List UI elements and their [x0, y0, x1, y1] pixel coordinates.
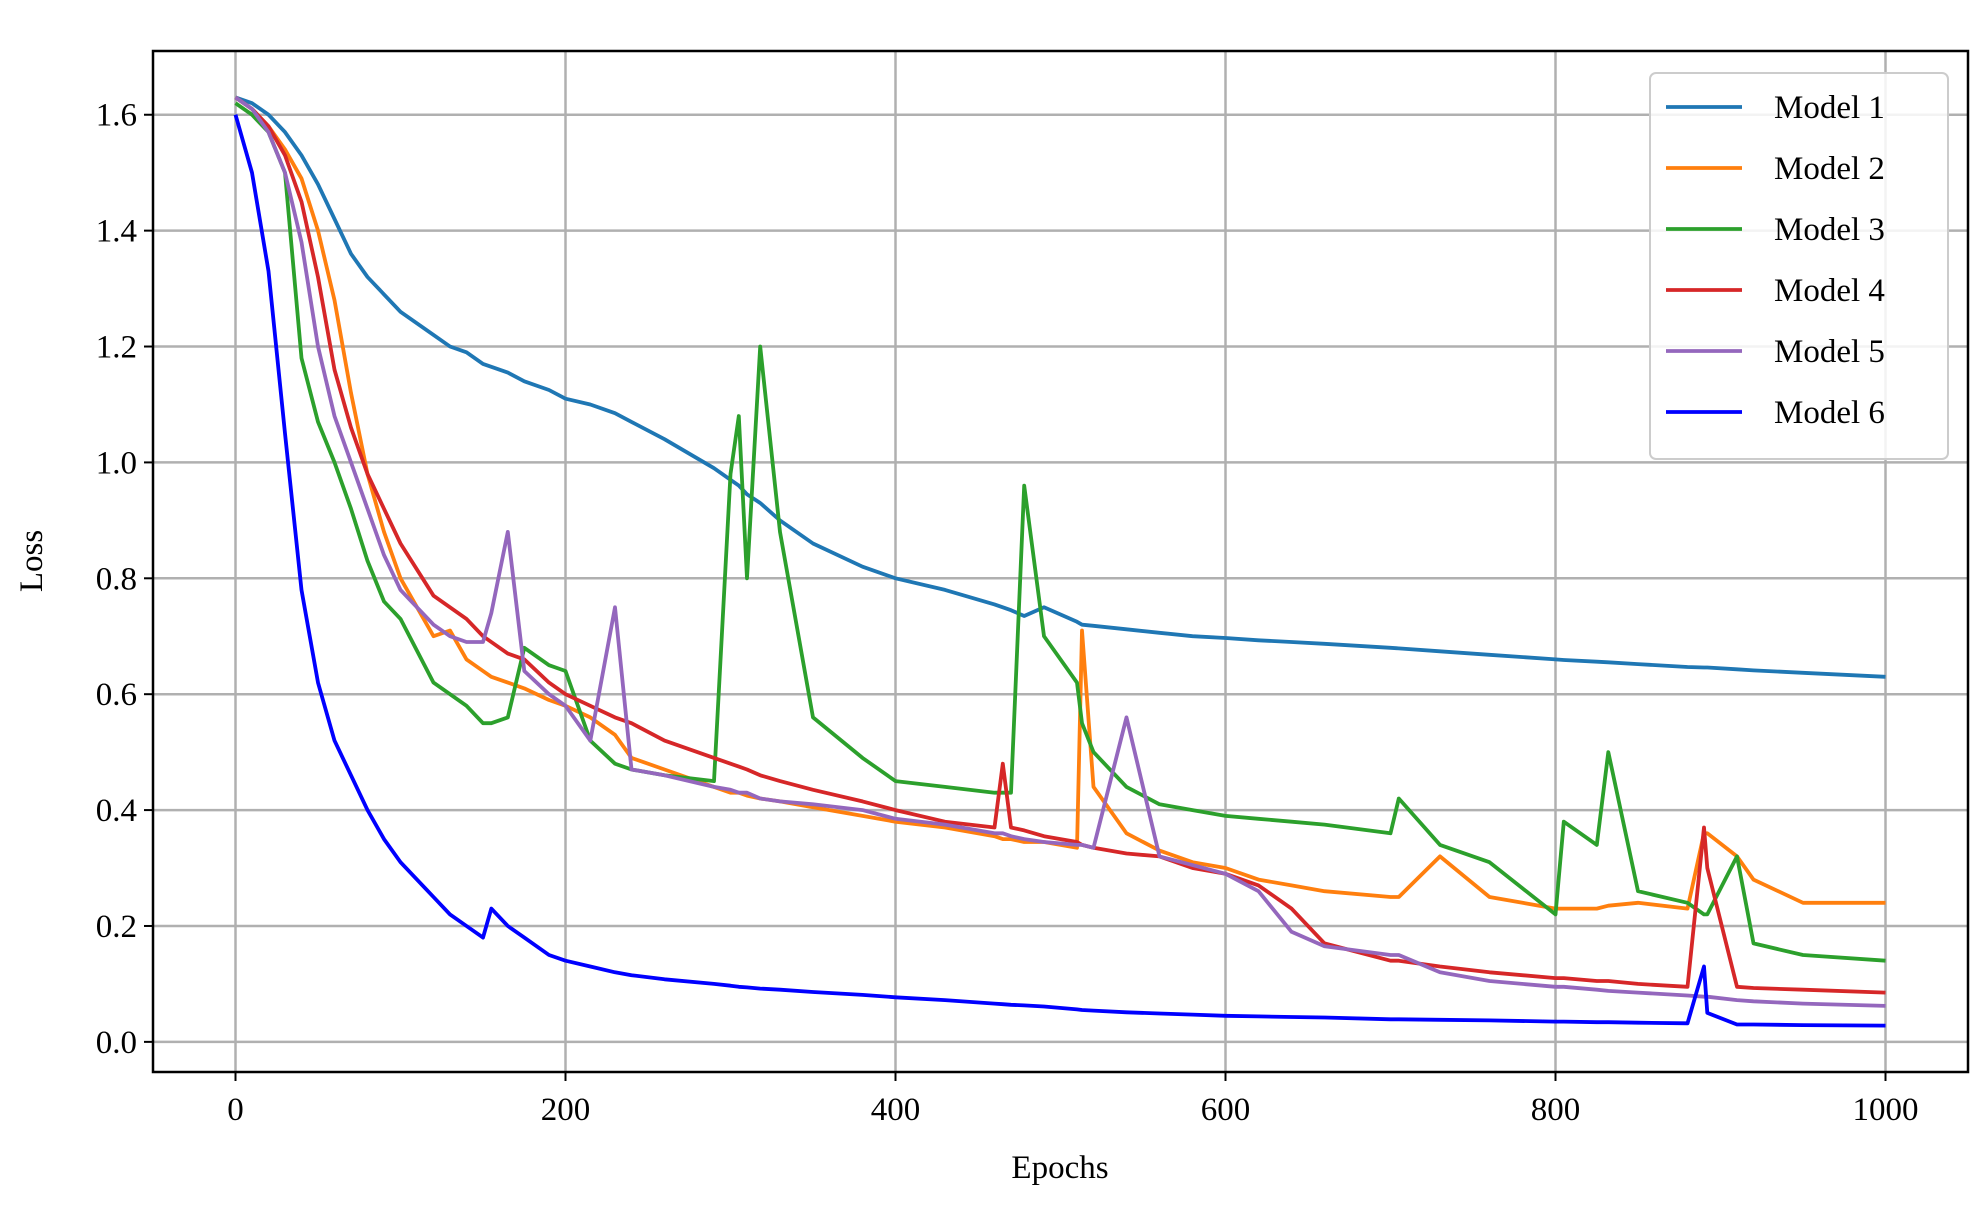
x-tick-label: 600: [1201, 1092, 1251, 1128]
legend-label: Model 3: [1774, 212, 1885, 248]
legend-label: Model 4: [1774, 273, 1885, 309]
y-tick-label: 1.4: [96, 214, 137, 250]
series-line: [233, 114, 1886, 1028]
y-tick-label: 0.4: [96, 793, 137, 829]
series-line: [234, 95, 1886, 995]
x-tick-label: 800: [1531, 1092, 1581, 1128]
x-tick-label: 0: [227, 1092, 244, 1128]
x-axis-label: Epochs: [1011, 1150, 1108, 1186]
y-tick-label: 0.0: [96, 1025, 137, 1061]
plot-frame: [151, 49, 1970, 1074]
legend-label: Model 5: [1774, 334, 1885, 370]
legend-label: Model 1: [1774, 90, 1885, 126]
y-tick-label: 0.2: [96, 909, 137, 945]
y-tick-label: 1.0: [96, 445, 137, 481]
legend-label: Model 6: [1774, 395, 1885, 431]
y-tick-label: 1.6: [96, 98, 137, 134]
x-tick-label: 400: [871, 1092, 921, 1128]
series-line: [234, 95, 1886, 911]
x-tick-label: 1000: [1853, 1092, 1919, 1128]
x-tick-label: 200: [541, 1092, 591, 1128]
y-tick-label: 0.6: [96, 677, 137, 713]
series-line: [234, 95, 1886, 679]
series-line: [234, 101, 1886, 963]
y-tick-label: 0.8: [96, 561, 137, 597]
series-line: [234, 95, 1886, 1008]
legend-label: Model 2: [1774, 151, 1885, 187]
legend: Model 1 Model 2 Model 3 Model 4 Model 5 Model…: [1649, 72, 1949, 460]
y-axis-label: Loss: [14, 530, 50, 592]
y-tick-label: 1.2: [96, 330, 137, 366]
